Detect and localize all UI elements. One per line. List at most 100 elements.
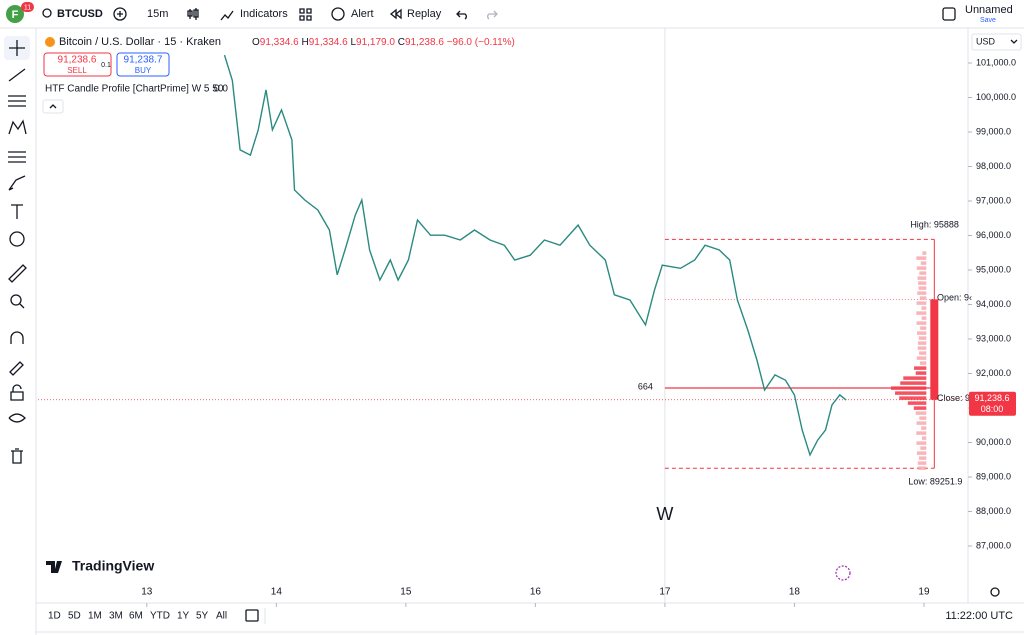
sell-button[interactable]: [43, 52, 112, 77]
crosshair-tool[interactable]: [9, 40, 25, 56]
symbol[interactable]: BTCUSD: [57, 8, 103, 20]
redo[interactable]: [487, 10, 498, 20]
interval[interactable]: 15m: [147, 8, 168, 20]
logo[interactable]: TradingView: [72, 558, 154, 574]
zoom-handle: [19, 303, 25, 309]
avatar[interactable]: [6, 5, 24, 23]
chart-type-icon[interactable]: [187, 8, 199, 20]
range-button[interactable]: 3M: [109, 611, 123, 622]
range-button[interactable]: 5D: [68, 611, 81, 622]
alert-button[interactable]: Alert: [351, 8, 374, 20]
profile-bar: [917, 461, 927, 465]
indicators-button[interactable]: Indicators: [240, 8, 288, 20]
range-button[interactable]: 1Y: [177, 611, 190, 622]
symbol-title[interactable]: Bitcoin / U.S. Dollar · 15 · Kraken: [59, 36, 221, 48]
templates-icon[interactable]: [299, 8, 312, 21]
y-tick-label: 97,000.0: [976, 195, 1011, 205]
magnet-tool[interactable]: [10, 331, 24, 344]
y-tick-label: 93,000.0: [976, 333, 1011, 343]
close-label: Close: 9: [937, 393, 970, 403]
alert-icon[interactable]: [331, 7, 345, 21]
collapse-button[interactable]: [42, 99, 64, 114]
buy-label: BUY: [135, 66, 152, 75]
open-key: O: [252, 37, 260, 48]
layout-checkbox[interactable]: [942, 7, 956, 21]
range-button[interactable]: 1M: [88, 611, 102, 622]
profile-bar: [916, 451, 927, 455]
currency: USD: [976, 36, 996, 46]
text-tool[interactable]: [11, 204, 23, 219]
goto-date-icon[interactable]: [245, 609, 259, 622]
profile-bar: [916, 356, 927, 360]
range-button[interactable]: 6M: [129, 611, 143, 622]
high-key: H: [302, 37, 309, 48]
search-icon[interactable]: [42, 8, 52, 18]
range-button[interactable]: YTD: [150, 611, 170, 622]
profile-bar: [922, 251, 927, 255]
logo-mark: [46, 561, 62, 573]
brush-tool[interactable]: [8, 175, 26, 191]
profile-bar: [916, 421, 927, 425]
profile-bar: [917, 331, 927, 335]
indicator-name[interactable]: HTF Candle Profile [ChartPrime] W 5 50: [45, 84, 224, 95]
profile-bar: [918, 281, 927, 285]
y-tick-label: 94,000.0: [976, 299, 1011, 309]
profile-bar: [921, 426, 927, 430]
profile-bar: [920, 261, 927, 265]
top-toolbar: F 11 BTCUSD 15m Indicators Alert Replay …: [0, 2, 1024, 29]
profile-bar: [916, 431, 927, 435]
y-tick-label: 99,000.0: [976, 126, 1011, 136]
price-line: [223, 54, 847, 457]
profile-bar: [916, 321, 927, 325]
layout-name[interactable]: Unnamed: [965, 4, 1013, 16]
clock[interactable]: 11:22:00 UTC: [945, 610, 1013, 622]
x-tick-label: 15: [400, 587, 412, 598]
forecast-tool[interactable]: [8, 151, 26, 163]
events-icon[interactable]: [835, 565, 851, 581]
profile-bar: [917, 291, 927, 295]
plot: 101,000.0 100,000.0 99,000.0 98,000.0 97,000…: [38, 28, 1016, 607]
range-bar: 1D 5D 1M 3M 6M YTD 1Y 5Y All: [48, 611, 227, 622]
high-label: High: 95888: [910, 220, 959, 230]
range-button[interactable]: 1D: [48, 611, 61, 622]
indicators-icon[interactable]: [220, 10, 234, 21]
measure-tool[interactable]: [8, 264, 27, 283]
x-tick-label: 18: [789, 587, 801, 598]
undo[interactable]: [456, 10, 467, 20]
settings-icon[interactable]: [990, 587, 1000, 597]
currency-select[interactable]: [971, 33, 1022, 51]
indicator-value: 0.0: [214, 84, 228, 95]
range-button[interactable]: All: [216, 611, 227, 622]
draw-mode-tool[interactable]: [9, 361, 24, 376]
y-tick-label: 101,000.0: [976, 57, 1016, 67]
ohlc: O91,334.6 H91,334.6 L91,179.0 C91,238.6 …: [252, 37, 515, 48]
replay-icon[interactable]: [389, 8, 402, 20]
y-tick-label: 100,000.0: [976, 92, 1016, 102]
visibility-tool[interactable]: [8, 413, 26, 423]
compare-icon[interactable]: [113, 7, 127, 21]
y-tick-label: 96,000.0: [976, 230, 1011, 240]
save-label[interactable]: Save: [980, 17, 996, 24]
profile-bar: [915, 411, 927, 415]
pattern-tool[interactable]: [8, 119, 27, 135]
currency-arrow: [1010, 39, 1018, 44]
range-button[interactable]: 5Y: [196, 611, 209, 622]
fib-tool[interactable]: [8, 95, 26, 107]
sell-label: SELL: [67, 66, 87, 75]
replay-button[interactable]: Replay: [407, 8, 442, 20]
trendline-tool[interactable]: [8, 68, 26, 82]
y-tick-label: 92,000.0: [976, 368, 1011, 378]
high-value: 91,334.6: [309, 37, 348, 48]
change: −96.0 (−0.11%): [447, 37, 515, 48]
profile-bar: [916, 441, 927, 445]
icon-tool[interactable]: [9, 231, 25, 247]
close-value: 91,238.6: [405, 37, 444, 48]
delete-tool[interactable]: [11, 448, 23, 464]
low-label: Low: 89251.9: [908, 477, 962, 487]
profile-bar: [916, 256, 927, 260]
y-tick-label: 95,000.0: [976, 264, 1011, 274]
lock-tool[interactable]: [10, 384, 24, 401]
zoom-tool[interactable]: [10, 294, 22, 306]
buy-button[interactable]: [116, 52, 170, 77]
profile-bar: [919, 361, 927, 365]
